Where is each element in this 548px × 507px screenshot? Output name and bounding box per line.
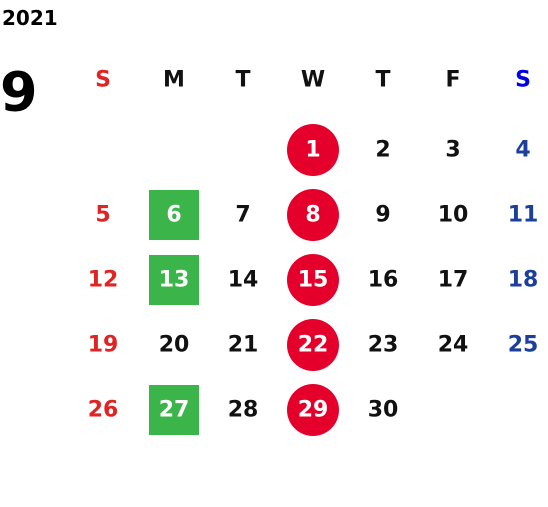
day: 30 [368,398,399,423]
weekday-label: F [445,68,460,93]
month: 9 [0,61,38,124]
day: 5 [95,203,110,228]
day: 23 [368,333,399,358]
day: 7 [235,203,250,228]
highlight-box [149,255,199,305]
day: 3 [445,138,460,163]
day: 25 [508,333,539,358]
day: 16 [368,268,399,293]
day: 20 [159,333,190,358]
day: 1 [305,138,320,163]
holiday-circle [287,384,339,436]
highlight-box [149,190,199,240]
day: 15 [298,268,329,293]
day: 17 [438,268,469,293]
weekday-label: T [375,68,390,93]
day: 29 [298,398,329,423]
day: 22 [298,333,329,358]
holiday-circle [287,319,339,371]
day: 4 [515,138,530,163]
year: 2021 [2,6,58,30]
holiday-circle [287,254,339,306]
day: 27 [159,398,190,423]
weekday-label: S [95,68,111,93]
day: 2 [375,138,390,163]
day: 9 [375,203,390,228]
day: 13 [159,268,190,293]
day: 11 [508,203,539,228]
day: 10 [438,203,469,228]
holiday-circle [287,124,339,176]
weekday-label: W [301,68,325,93]
day: 24 [438,333,469,358]
weekday-label: T [235,68,250,93]
day: 26 [88,398,119,423]
weekday-label: M [163,68,185,93]
day: 28 [228,398,259,423]
day: 8 [305,203,320,228]
highlight-box [149,385,199,435]
day: 6 [166,203,181,228]
day: 19 [88,333,119,358]
day: 12 [88,268,119,293]
weekday-label: S [515,68,531,93]
day: 21 [228,333,259,358]
day: 14 [228,268,259,293]
day: 18 [508,268,539,293]
holiday-circle [287,189,339,241]
